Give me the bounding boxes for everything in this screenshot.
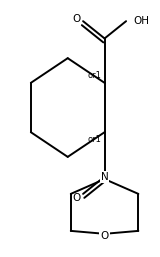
Text: N: N (101, 172, 108, 182)
Text: OH: OH (133, 16, 149, 26)
Text: O: O (72, 192, 80, 203)
Text: or1: or1 (88, 71, 102, 80)
Text: O: O (72, 14, 80, 24)
Text: or1: or1 (88, 135, 102, 144)
Text: O: O (100, 231, 109, 241)
